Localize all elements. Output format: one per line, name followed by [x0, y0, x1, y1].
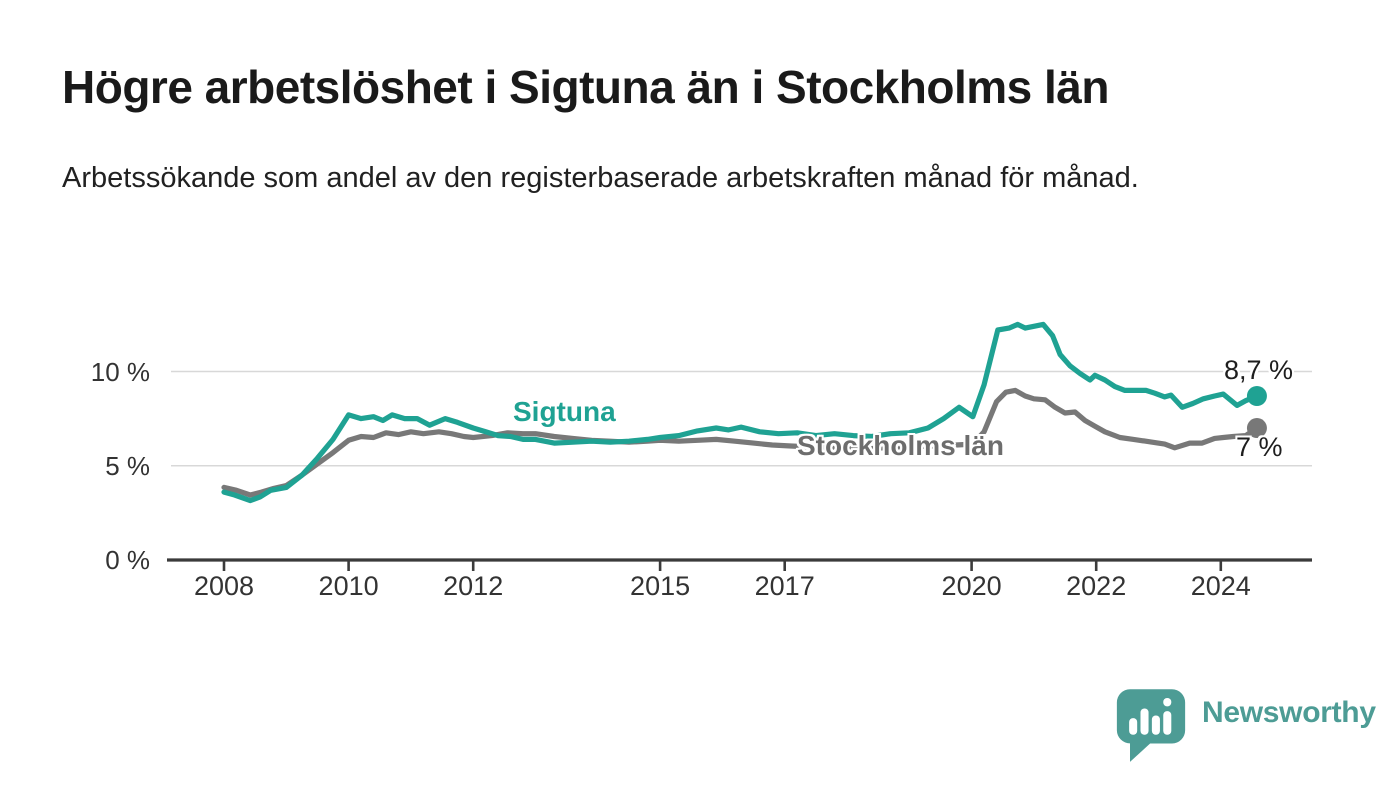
series-end-dot-stockholms-l-n [1246, 418, 1267, 439]
series-end-dot-sigtuna [1246, 386, 1267, 407]
series-line-sigtuna [221, 321, 1260, 504]
newsworthy-bubble-icon [1116, 689, 1186, 762]
series-line-stockholms-l-n [221, 387, 1260, 498]
newsworthy-wordmark: Newsworthy [1202, 696, 1376, 729]
chart-title: Högre arbetslöshet i Sigtuna än i Stockh… [62, 61, 1109, 113]
chart-subtitle: Arbetssökande som andel av den registerb… [62, 162, 1139, 194]
newsworthy-logo: Newsworthy [1116, 688, 1376, 764]
